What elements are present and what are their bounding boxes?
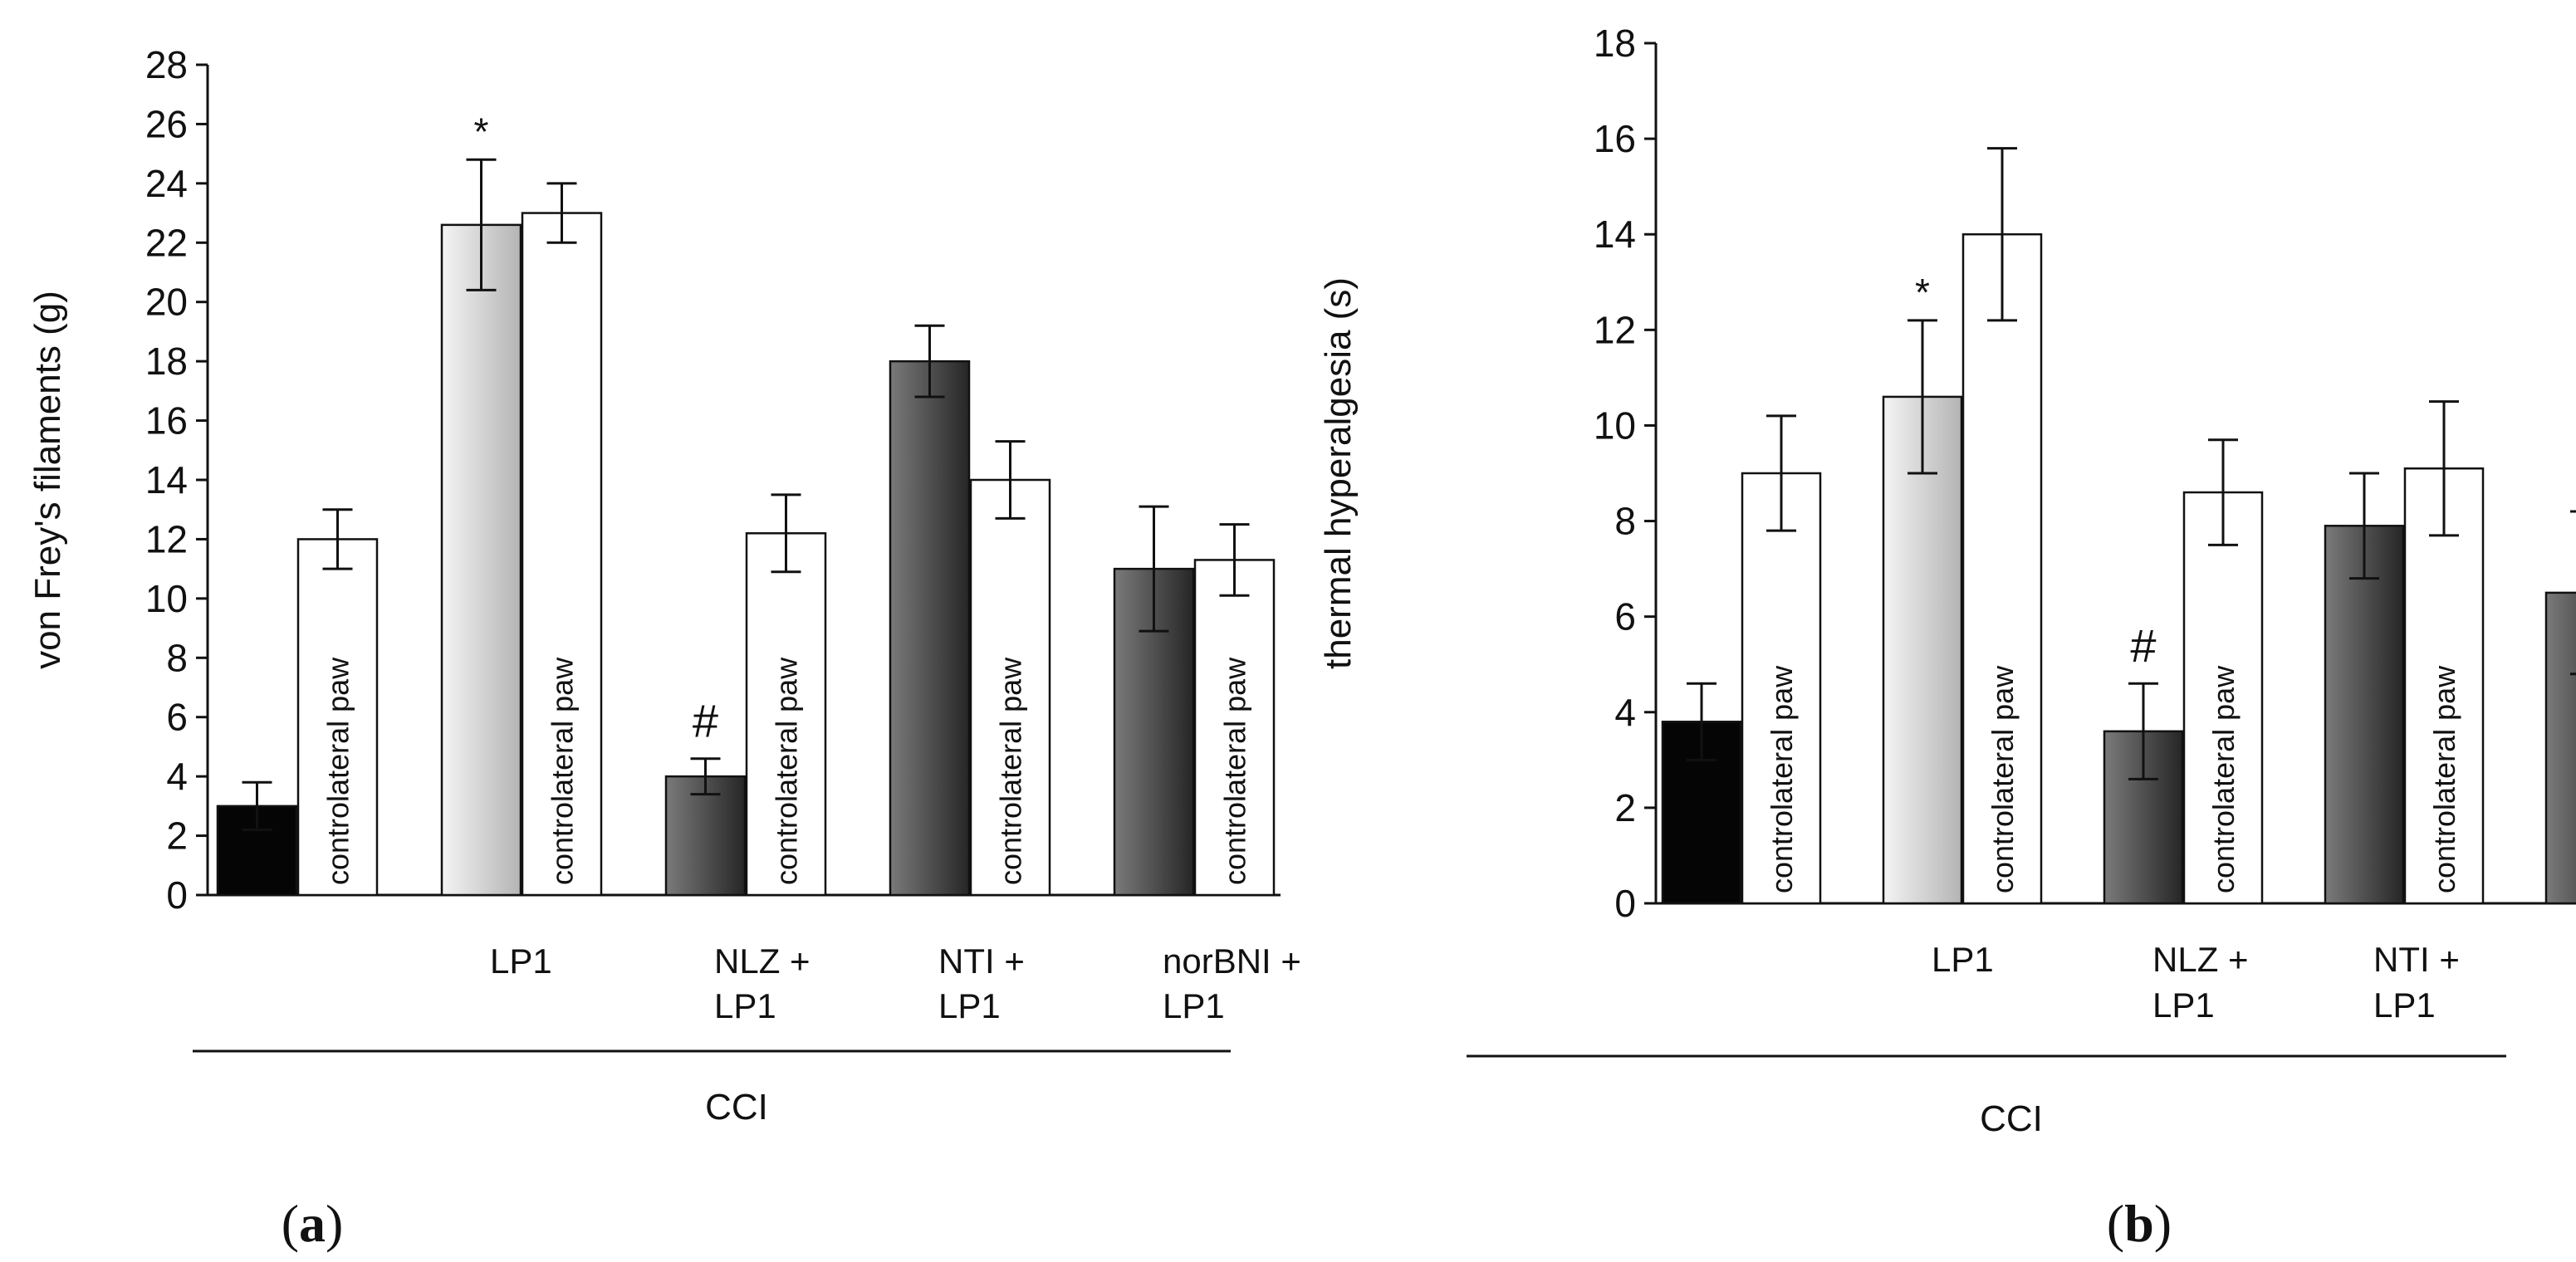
- panel-label-b: (b): [2107, 1194, 2172, 1253]
- y-axis-title: von Frey's filaments (g): [27, 291, 68, 669]
- bar-treated-paw: [2324, 525, 2405, 905]
- panel-label-b-letter: b: [2124, 1194, 2154, 1253]
- bar-inner-label: controlateral paw: [1765, 665, 1799, 893]
- y-tick-label: 0: [166, 873, 188, 917]
- y-tick-label: 6: [166, 696, 188, 739]
- chart-panel-b: 0 2 4 6 8 10 12 14 16 18 thermal hyperalgesia (s) c…: [1318, 22, 2576, 1139]
- bar-treated-paw: [889, 360, 971, 897]
- x-category-label-line2: LP1: [2373, 986, 2436, 1025]
- significance-annotation: #: [2130, 619, 2156, 672]
- y-tick-label: 14: [1594, 213, 1636, 256]
- y-tick-label: 8: [1614, 500, 1636, 543]
- svg-text:(a): (a): [282, 1194, 344, 1253]
- y-axis-title: thermal hyperalgesia (s): [1318, 277, 1359, 669]
- x-category-label: NLZ +: [714, 942, 811, 981]
- bar-inner-label: controlateral paw: [2427, 665, 2461, 893]
- y-tick-label: 0: [1614, 882, 1636, 925]
- y-tick-label: 10: [1594, 404, 1636, 447]
- x-category-label: NTI +: [2373, 940, 2460, 979]
- bar-controlateral-paw: [2182, 491, 2264, 905]
- x-category-label: NTI +: [938, 942, 1025, 981]
- bar-inner-label: controlateral paw: [2206, 665, 2241, 893]
- y-tick-label: 22: [145, 221, 188, 264]
- significance-annotation: *: [1915, 271, 1930, 314]
- panel-label-b-close: ): [2154, 1194, 2172, 1253]
- y-tick-label: 2: [166, 814, 188, 858]
- x-category-label: norBNI +: [1163, 942, 1301, 981]
- bar-controlateral-paw: [2403, 467, 2485, 905]
- group-label: CCI: [705, 1087, 768, 1127]
- panel-label-a-letter: a: [299, 1194, 326, 1253]
- y-tick-label: 16: [145, 399, 188, 443]
- y-tick-label: 10: [145, 577, 188, 620]
- y-tick-label: 12: [145, 517, 188, 560]
- x-category-label-line2: LP1: [938, 986, 1001, 1025]
- y-tick-label: 18: [145, 340, 188, 383]
- bar-inner-label: controlateral paw: [994, 657, 1028, 885]
- x-category-label-line2: LP1: [714, 986, 776, 1025]
- bar-treated-paw: [2544, 591, 2576, 905]
- y-tick-label: 14: [145, 458, 188, 501]
- panel-label-b-open: (: [2107, 1194, 2124, 1253]
- bar-controlateral-paw: [521, 212, 603, 897]
- panel-label-a-close: ): [326, 1194, 343, 1253]
- bar-controlateral-paw: [296, 538, 379, 897]
- bar-controlateral-paw: [1961, 232, 2043, 905]
- bar-inner-label: controlateral paw: [1986, 665, 2020, 893]
- y-tick-label: 2: [1614, 786, 1636, 829]
- y-tick-label: 20: [145, 281, 188, 324]
- y-tick-label: 24: [145, 162, 188, 205]
- bar-inner-label: controlateral paw: [321, 657, 355, 885]
- y-tick-label: 18: [1594, 22, 1636, 65]
- group-label: CCI: [1980, 1098, 2043, 1139]
- significance-annotation: *: [474, 110, 489, 153]
- panel-label-a: (a): [282, 1194, 344, 1253]
- panel-label-a-open: (: [282, 1194, 299, 1253]
- x-category-label: NLZ +: [2152, 940, 2249, 979]
- svg-text:(b): (b): [2107, 1194, 2172, 1253]
- y-tick-label: 12: [1594, 308, 1636, 351]
- y-tick-label: 16: [1594, 117, 1636, 160]
- bar-treated-paw: [1882, 395, 1963, 905]
- significance-annotation: #: [693, 695, 718, 747]
- bar-controlateral-paw: [1193, 559, 1276, 897]
- x-category-label-line2: LP1: [1163, 986, 1225, 1025]
- bar-controlateral-paw: [1741, 472, 1822, 905]
- y-tick-label: 28: [145, 43, 188, 86]
- bar-controlateral-paw: [745, 532, 827, 897]
- x-category-label: LP1: [490, 942, 552, 981]
- y-tick-label: 26: [145, 102, 188, 145]
- bar-controlateral-paw: [969, 478, 1051, 897]
- bar-treated-paw: [440, 223, 522, 897]
- y-tick-label: 6: [1614, 595, 1636, 638]
- y-tick-label: 8: [166, 636, 188, 679]
- bar-inner-label: controlateral paw: [546, 657, 580, 885]
- y-tick-label: 4: [1614, 691, 1636, 734]
- bar-inner-label: controlateral paw: [770, 657, 804, 885]
- bar-inner-label: controlateral paw: [1218, 657, 1252, 885]
- y-tick-label: 4: [166, 755, 188, 798]
- x-category-label-line2: LP1: [2152, 986, 2215, 1025]
- x-category-label: LP1: [1932, 940, 1994, 979]
